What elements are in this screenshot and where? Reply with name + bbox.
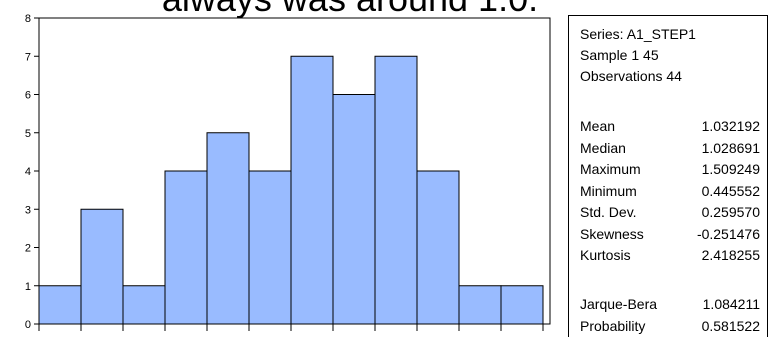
histogram-chart: 0 1 2 3 4 5 6 7 8 xyxy=(25,13,551,331)
y-tick-label: 2 xyxy=(25,243,31,255)
histogram-bar xyxy=(374,55,418,325)
stat-row: Minimum 0.445552 xyxy=(580,181,760,203)
slide-overlay-text: always was around 1.0. xyxy=(140,0,560,20)
histogram-bar xyxy=(164,170,208,325)
y-tick-label: 1 xyxy=(25,281,31,293)
stat-label: Skewness xyxy=(580,225,644,242)
x-axis-ticks xyxy=(38,324,544,331)
stat-value: 2.418255 xyxy=(701,247,760,263)
stat-label: Minimum xyxy=(580,182,637,199)
histogram-bar xyxy=(458,285,502,325)
test-stat-value: 0.581522 xyxy=(701,317,760,334)
stat-row: Mean 1.032192 xyxy=(580,116,760,138)
stat-value: 1.028691 xyxy=(701,139,760,156)
stat-value: 1.509249 xyxy=(701,161,760,177)
stat-label: Median xyxy=(580,139,626,156)
histogram-bar xyxy=(206,132,250,325)
stat-row: Skewness -0.251476 xyxy=(580,224,760,246)
stat-value: 0.445552 xyxy=(701,182,760,199)
stat-label: Std. Dev. xyxy=(580,204,637,220)
histogram-bar xyxy=(122,285,166,325)
histogram-bar xyxy=(80,208,124,325)
y-axis-ticks: 0 1 2 3 4 5 6 7 8 xyxy=(25,13,39,331)
y-tick-label: 0 xyxy=(25,319,31,331)
observations-count: Observations 44 xyxy=(580,68,682,84)
test-stat-label: Jarque-Bera xyxy=(580,296,658,312)
histogram-bar xyxy=(38,285,82,325)
histogram-bar xyxy=(290,55,334,325)
stat-value: 0.259570 xyxy=(701,204,760,220)
stat-label: Maximum xyxy=(580,161,641,177)
y-tick-label: 4 xyxy=(25,166,31,178)
y-tick-label: 8 xyxy=(25,13,31,25)
series-name: Series: A1_STEP1 xyxy=(580,26,696,42)
stat-value: -0.251476 xyxy=(696,225,760,242)
histogram-bar xyxy=(416,170,460,325)
test-stat-value: 1.084211 xyxy=(702,296,760,312)
normality-test-table: Jarque-Bera 1.084211 Probability 0.581522 xyxy=(580,294,760,337)
stat-row: Kurtosis 2.418255 xyxy=(580,245,760,267)
stat-row: Maximum 1.509249 xyxy=(580,159,760,181)
stat-value: 1.032192 xyxy=(701,118,760,134)
y-tick-label: 3 xyxy=(25,204,31,216)
stat-label: Kurtosis xyxy=(580,247,631,263)
histogram-bar xyxy=(332,94,376,325)
stat-row: Median 1.028691 xyxy=(580,138,760,160)
stat-row: Std. Dev. 0.259570 xyxy=(580,202,760,224)
y-tick-label: 6 xyxy=(25,90,31,102)
test-stat-label: Probability xyxy=(580,317,646,334)
y-tick-label: 5 xyxy=(25,128,31,140)
stat-label: Mean xyxy=(580,118,616,134)
histogram-bars xyxy=(38,55,544,325)
histogram-bar xyxy=(500,285,544,325)
y-tick-label: 7 xyxy=(25,51,31,63)
sample-range: Sample 1 45 xyxy=(580,47,659,63)
descriptive-stats-panel: Series: A1_STEP1 Sample 1 45 Observation… xyxy=(568,15,768,337)
test-stat-row: Probability 0.581522 xyxy=(580,316,760,337)
stats-table: Mean 1.032192 Median 1.028691 Maximum 1.50924… xyxy=(580,116,760,267)
test-stat-row: Jarque-Bera 1.084211 xyxy=(580,294,760,316)
histogram-bar xyxy=(248,170,292,325)
